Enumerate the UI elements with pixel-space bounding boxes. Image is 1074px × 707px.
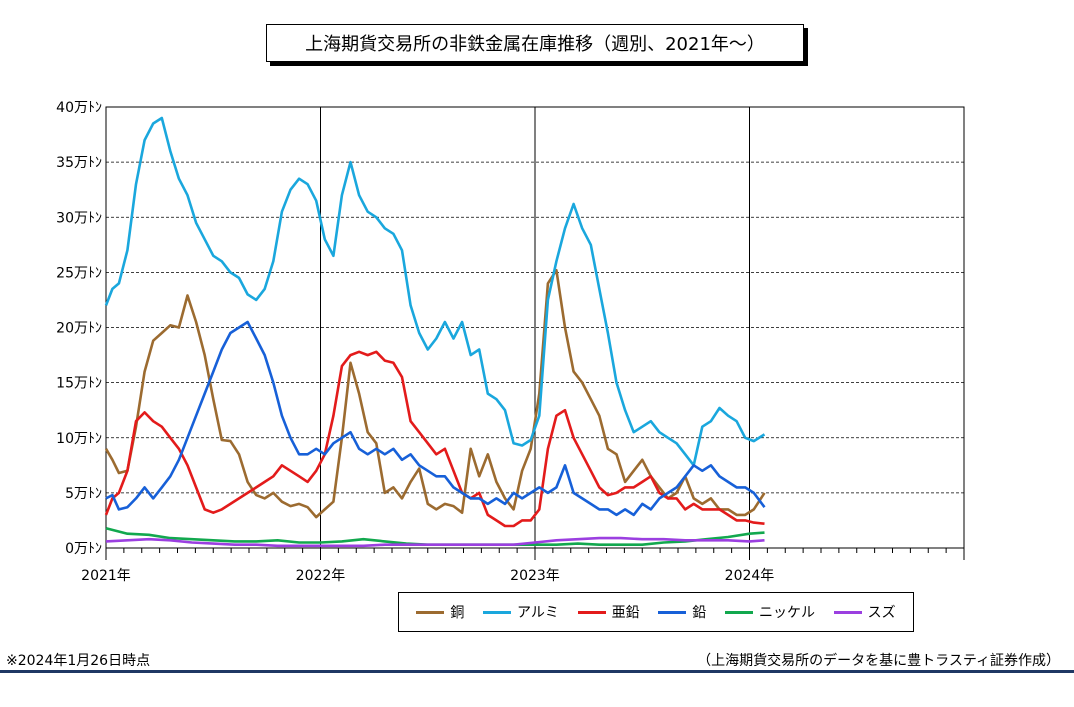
legend-swatch (416, 610, 445, 614)
legend-swatch (724, 610, 753, 614)
legend-item: アルミ (483, 602, 559, 622)
series-line-亜鉛 (104, 350, 765, 528)
axes: 0万ﾄﾝ 5万ﾄﾝ 10万ﾄﾝ 15万ﾄﾝ 20万ﾄﾝ 25万ﾄﾝ 30万ﾄﾝ 35万ﾄﾝ 40… (56, 100, 965, 584)
y-tick-label: 15万ﾄﾝ (56, 376, 102, 392)
y-tick-label: 5万ﾄﾝ (65, 486, 102, 502)
y-tick-label: 35万ﾄﾝ (56, 155, 102, 171)
series-line-スズ (105, 536, 765, 548)
legend-item: ニッケル (724, 602, 815, 622)
x-tick-label: 2021年 (81, 568, 131, 584)
legend-item: 鉛 (658, 602, 706, 622)
series-line-鉛 (105, 320, 766, 517)
chart-title: 上海期貨交易所の非鉄金属在庫推移（週別、2021年～） (266, 24, 804, 62)
x-tick-label: 2022年 (296, 568, 346, 584)
legend: 銅 アルミ 亜鉛 鉛 ニッケル スズ (398, 592, 914, 632)
y-tick-label: 10万ﾄﾝ (56, 431, 102, 447)
x-tick-label: 2023年 (510, 568, 560, 584)
y-tick-label: 40万ﾄﾝ (56, 100, 102, 116)
legend-swatch (833, 610, 862, 614)
y-tick-label: 0万ﾄﾝ (65, 541, 102, 557)
legend-label: ニッケル (758, 605, 815, 621)
grid (105, 106, 965, 549)
y-tick-label: 30万ﾄﾝ (56, 210, 102, 226)
source-note: （上海期貨交易所のデータを基に豊トラスティ証券作成） (697, 653, 1060, 669)
chart-svg: 0万ﾄﾝ 5万ﾄﾝ 10万ﾄﾝ 15万ﾄﾝ 20万ﾄﾝ 25万ﾄﾝ 30万ﾄﾝ 35万ﾄﾝ 40… (56, 100, 965, 584)
as-of-note: ※2024年1月26日時点 (6, 653, 151, 669)
legend-label: アルミ (517, 605, 559, 621)
series-line-アルミ (104, 116, 766, 467)
y-tick-label: 20万ﾄﾝ (56, 321, 102, 337)
series-layer (104, 116, 766, 548)
legend-swatch (483, 610, 512, 614)
legend-item: スズ (833, 602, 896, 622)
bottom-rule (0, 670, 1074, 673)
legend-item: 亜鉛 (577, 602, 640, 622)
legend-item: 銅 (416, 602, 464, 622)
legend-label: 銅 (450, 605, 465, 621)
legend-label: スズ (867, 605, 896, 621)
legend-label: 鉛 (692, 605, 707, 621)
y-tick-label: 25万ﾄﾝ (56, 265, 102, 281)
legend-label: 亜鉛 (611, 605, 640, 621)
x-tick-label: 2024年 (725, 568, 775, 584)
legend-swatch (658, 610, 687, 614)
legend-swatch (577, 610, 606, 614)
